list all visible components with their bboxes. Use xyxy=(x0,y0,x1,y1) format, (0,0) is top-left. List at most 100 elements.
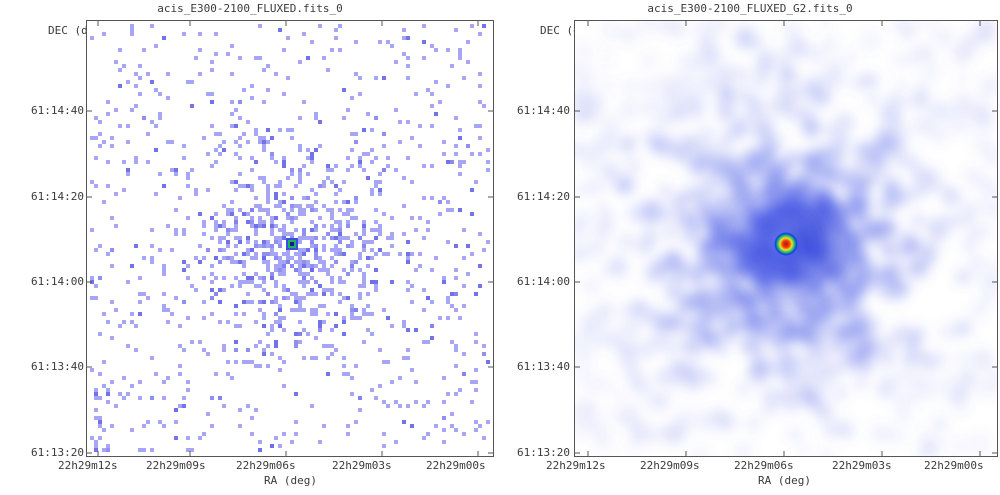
emission-blob xyxy=(768,179,782,193)
emission-blob xyxy=(946,213,962,228)
emission-blob xyxy=(952,438,968,454)
photon-pixel xyxy=(330,288,334,292)
photon-pixel xyxy=(314,312,318,316)
xtick-label: 22h29m03s xyxy=(332,459,392,472)
photon-pixel xyxy=(234,228,238,232)
photon-pixel xyxy=(294,392,298,396)
emission-blob xyxy=(832,385,848,401)
photon-pixel xyxy=(266,192,270,196)
emission-blob xyxy=(897,371,910,384)
photon-pixel xyxy=(402,420,406,424)
emission-blob xyxy=(593,222,612,241)
emission-blob xyxy=(619,411,635,427)
emission-blob xyxy=(819,448,835,456)
emission-blob xyxy=(977,82,994,99)
photon-pixel xyxy=(306,236,310,240)
photon-pixel xyxy=(350,316,354,320)
emission-blob xyxy=(896,231,919,253)
photon-pixel xyxy=(474,292,478,296)
emission-blob xyxy=(698,202,714,218)
photon-pixel xyxy=(310,188,314,192)
photon-pixel xyxy=(262,180,266,184)
photon-pixel xyxy=(218,152,222,156)
photon-pixel xyxy=(178,344,182,348)
emission-blob xyxy=(971,302,988,319)
photon-pixel xyxy=(274,192,278,196)
emission-blob xyxy=(833,112,855,134)
photon-pixel xyxy=(350,96,354,100)
photon-pixel xyxy=(422,288,426,292)
photon-pixel xyxy=(254,204,258,208)
emission-blob xyxy=(649,259,668,278)
photon-pixel xyxy=(222,236,226,240)
photon-pixel xyxy=(282,328,286,332)
image-canvas-smoothed[interactable] xyxy=(574,20,998,457)
emission-blob xyxy=(694,187,713,206)
photon-pixel xyxy=(254,224,258,228)
photon-pixel xyxy=(394,108,398,112)
photon-pixel xyxy=(154,124,158,128)
emission-blob xyxy=(689,273,702,286)
photon-pixel xyxy=(194,192,198,196)
photon-pixel xyxy=(178,372,182,376)
photon-pixel xyxy=(90,228,94,232)
photon-pixel xyxy=(274,296,278,300)
photon-pixel xyxy=(258,176,262,180)
photon-pixel xyxy=(338,240,342,244)
emission-blob xyxy=(637,339,657,360)
photon-pixel xyxy=(266,332,270,336)
photon-pixel xyxy=(386,360,390,364)
emission-blob xyxy=(697,75,716,94)
photon-pixel xyxy=(110,136,114,140)
photon-pixel xyxy=(262,224,266,228)
emission-blob xyxy=(601,263,615,277)
photon-pixel xyxy=(270,244,274,248)
photon-pixel xyxy=(470,212,474,216)
photon-pixel xyxy=(342,316,346,320)
photon-pixel xyxy=(94,116,98,120)
photon-pixel xyxy=(214,32,218,36)
emission-blob xyxy=(802,303,821,323)
image-canvas-raw[interactable] xyxy=(86,20,494,457)
emission-blob xyxy=(780,382,803,404)
photon-pixel xyxy=(266,196,270,200)
photon-pixel xyxy=(314,200,318,204)
photon-pixel xyxy=(306,264,310,268)
photon-pixel xyxy=(310,308,314,312)
emission-blob xyxy=(840,197,862,219)
photon-pixel xyxy=(238,260,242,264)
photon-pixel xyxy=(378,228,382,232)
photon-pixel xyxy=(278,316,282,320)
photon-pixel xyxy=(450,208,454,212)
emission-blob xyxy=(891,53,906,68)
emission-blob xyxy=(920,377,942,400)
photon-pixel xyxy=(246,212,250,216)
photon-pixel xyxy=(466,40,470,44)
photon-pixel xyxy=(238,424,242,428)
photon-pixel xyxy=(430,92,434,96)
emission-blob xyxy=(946,383,964,402)
photon-pixel xyxy=(302,260,306,264)
photon-pixel xyxy=(434,80,438,84)
photon-pixel xyxy=(174,172,178,176)
photon-pixel xyxy=(366,152,370,156)
emission-blob xyxy=(841,288,858,306)
photon-pixel xyxy=(266,292,270,296)
photon-pixel xyxy=(482,344,486,348)
photon-pixel xyxy=(410,216,414,220)
photon-pixel xyxy=(166,96,170,100)
photon-pixel xyxy=(178,324,182,328)
photon-pixel xyxy=(386,164,390,168)
photon-pixel xyxy=(442,280,446,284)
photon-pixel xyxy=(270,136,274,140)
photon-pixel xyxy=(310,268,314,272)
photon-pixel xyxy=(290,204,294,208)
photon-pixel xyxy=(150,24,154,28)
photon-pixel xyxy=(274,224,278,228)
photon-pixel xyxy=(222,404,226,408)
photon-pixel xyxy=(114,224,118,228)
photon-pixel xyxy=(98,120,102,124)
photon-pixel xyxy=(318,284,322,288)
emission-blob xyxy=(859,29,881,52)
photon-pixel xyxy=(326,312,330,316)
